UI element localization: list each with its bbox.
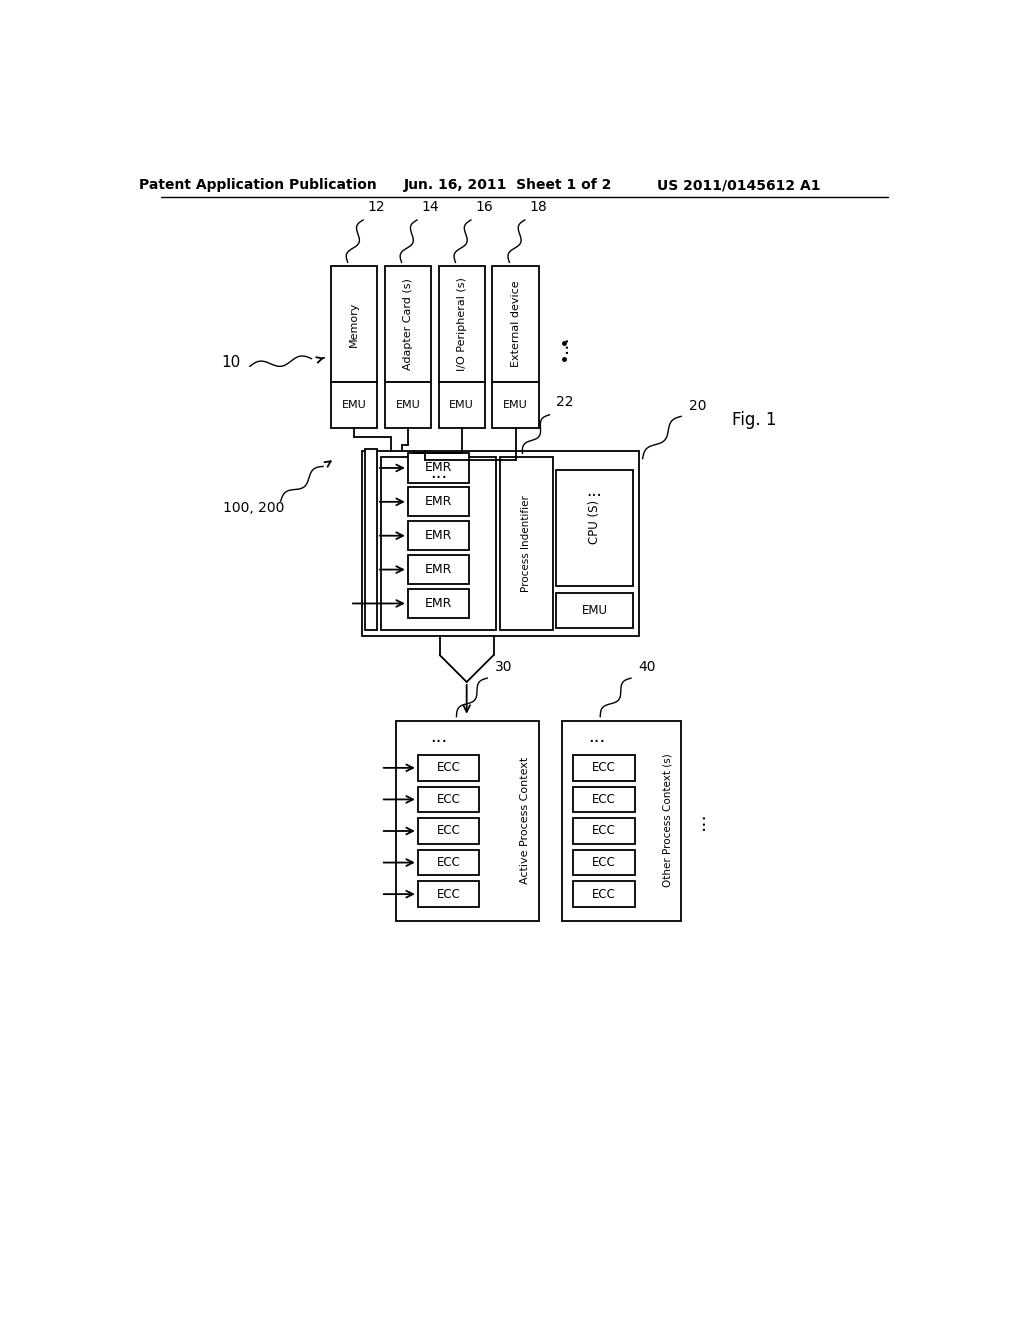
Text: ...: ...: [588, 729, 605, 746]
Bar: [385, 267, 431, 381]
Text: 22: 22: [556, 396, 573, 409]
Text: Memory: Memory: [349, 301, 358, 347]
Text: ...: ...: [688, 812, 708, 830]
Text: EMR: EMR: [425, 529, 453, 543]
Text: EMU: EMU: [503, 400, 528, 409]
Bar: [361, 451, 639, 636]
Bar: [408, 453, 469, 483]
Text: ECC: ECC: [592, 793, 616, 807]
Bar: [396, 721, 539, 921]
Text: ECC: ECC: [592, 762, 616, 775]
Text: ECC: ECC: [436, 887, 461, 900]
Bar: [408, 554, 469, 585]
Text: Jun. 16, 2011  Sheet 1 of 2: Jun. 16, 2011 Sheet 1 of 2: [403, 178, 612, 193]
Text: External device: External device: [511, 281, 520, 367]
Text: 14: 14: [422, 199, 439, 214]
Text: ECC: ECC: [436, 793, 461, 807]
Bar: [438, 267, 484, 381]
Text: EMU: EMU: [450, 400, 474, 409]
Text: Patent Application Publication: Patent Application Publication: [138, 178, 377, 193]
Bar: [573, 818, 635, 843]
Text: EMR: EMR: [425, 495, 453, 508]
Bar: [331, 267, 377, 381]
Text: ECC: ECC: [592, 887, 616, 900]
Text: 18: 18: [529, 199, 547, 214]
Text: 16: 16: [475, 199, 494, 214]
Text: Process Indentifier: Process Indentifier: [521, 495, 531, 591]
Bar: [418, 882, 479, 907]
Bar: [493, 267, 539, 381]
Bar: [418, 818, 479, 843]
Bar: [418, 787, 479, 812]
Bar: [408, 521, 469, 550]
Text: 30: 30: [495, 660, 512, 675]
Bar: [562, 721, 681, 921]
Text: Other Process Context (s): Other Process Context (s): [663, 754, 672, 887]
Text: ...: ...: [430, 463, 447, 482]
Text: CPU (S): CPU (S): [588, 500, 601, 544]
Bar: [573, 882, 635, 907]
Text: 40: 40: [639, 660, 656, 675]
Bar: [556, 470, 633, 586]
Text: ...: ...: [587, 482, 602, 500]
Text: ECC: ECC: [436, 857, 461, 869]
Text: EMU: EMU: [395, 400, 420, 409]
Text: EMR: EMR: [425, 462, 453, 474]
Text: 12: 12: [368, 199, 385, 214]
Text: EMR: EMR: [425, 564, 453, 576]
Text: EMR: EMR: [425, 597, 453, 610]
Text: 10: 10: [221, 355, 241, 370]
Bar: [573, 850, 635, 875]
Bar: [331, 381, 377, 428]
Bar: [408, 589, 469, 618]
Text: EMU: EMU: [582, 605, 607, 618]
Bar: [573, 787, 635, 812]
Text: I/O Peripheral (s): I/O Peripheral (s): [457, 277, 467, 371]
Text: ECC: ECC: [436, 825, 461, 837]
Bar: [500, 457, 553, 630]
Text: ECC: ECC: [436, 762, 461, 775]
Bar: [385, 381, 431, 428]
Bar: [493, 381, 539, 428]
Bar: [418, 755, 479, 780]
Text: EMU: EMU: [341, 400, 367, 409]
Text: 20: 20: [689, 399, 707, 412]
Text: Fig. 1: Fig. 1: [732, 412, 776, 429]
Text: ...: ...: [552, 334, 571, 352]
Bar: [381, 457, 497, 630]
Text: 100, 200: 100, 200: [223, 502, 285, 515]
Text: ECC: ECC: [592, 825, 616, 837]
Text: Adapter Card (s): Adapter Card (s): [402, 279, 413, 370]
Bar: [556, 594, 633, 628]
Bar: [438, 381, 484, 428]
Bar: [418, 850, 479, 875]
Text: ...: ...: [430, 729, 447, 746]
Text: ECC: ECC: [592, 857, 616, 869]
Bar: [366, 449, 377, 630]
Text: Active Process Context: Active Process Context: [520, 756, 529, 884]
Text: US 2011/0145612 A1: US 2011/0145612 A1: [657, 178, 820, 193]
Bar: [408, 487, 469, 516]
Bar: [573, 755, 635, 780]
